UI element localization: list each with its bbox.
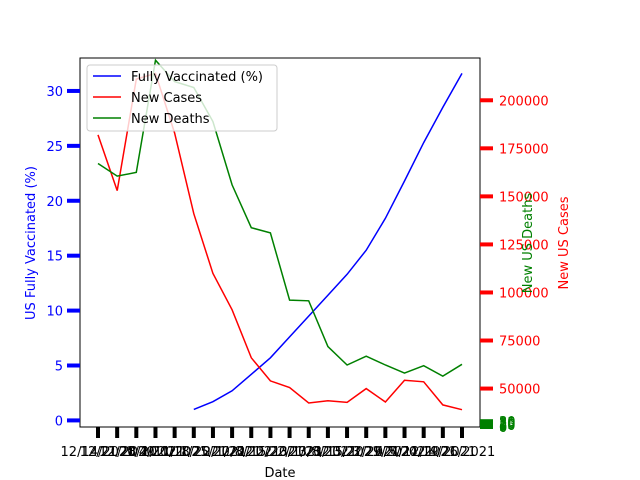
- right-cases-tick-label-3: 125000: [499, 238, 549, 253]
- x-tick-label-6: 1/25/2021: [180, 445, 247, 460]
- left-tick-label-3: 15: [46, 250, 63, 265]
- right-axis-label-deaths: New US Deaths: [521, 193, 536, 294]
- legend-label-1: New Cases: [131, 91, 202, 106]
- right-deaths-tick-label-5: 25: [499, 416, 516, 431]
- left-tick-label-0: 0: [55, 414, 63, 429]
- right-cases-tick-label-4: 150000: [499, 190, 549, 205]
- left-tick-label-1: 5: [55, 360, 63, 375]
- legend-label-2: New Deaths: [131, 112, 210, 127]
- right-deaths-tick-label-2: 10: [499, 419, 516, 434]
- x-tick-label-14: 3/22/2021: [333, 445, 400, 460]
- right-axis-label-cases: New US Cases: [557, 196, 572, 289]
- right-cases-tick-label-6: 200000: [499, 94, 549, 109]
- left-tick-label-6: 30: [46, 85, 63, 100]
- left-tick-label-5: 25: [46, 140, 63, 155]
- x-tick-label-2: 12/28/2020: [99, 445, 174, 460]
- x-tick-label-4: 1/11/2021: [141, 445, 208, 460]
- x-tick-label-3: 1/4/2021: [126, 445, 184, 460]
- right-deaths-tick-label-1: 5: [499, 420, 507, 435]
- right-cases-tick-label-2: 100000: [499, 286, 549, 301]
- series-line-2: [97, 58, 463, 377]
- legend: Fully Vaccinated (%) New Cases New Deaths: [86, 64, 278, 132]
- x-tick-label-10: 2/22/2021: [256, 445, 323, 460]
- right-deaths-tick-label-6: 30: [499, 415, 516, 430]
- x-tick-label-11: 3/1/2021: [280, 445, 338, 460]
- x-tick-label-16: 4/5/2021: [375, 445, 433, 460]
- x-tick-label-17: 4/12/2021: [390, 445, 457, 460]
- left-tick-label-2: 10: [46, 305, 63, 320]
- right-deaths-tick-label-4: 20: [499, 417, 516, 432]
- left-axis-label: US Fully Vaccinated (%): [24, 166, 39, 320]
- axes: 0510152025305000075000100000125000150000…: [46, 57, 549, 460]
- x-tick-label-1: 12/21/2020: [80, 445, 155, 460]
- x-tick-label-12: 3/8/2021: [299, 445, 357, 460]
- right-cases-tick-label-5: 175000: [499, 142, 549, 157]
- x-tick-label-0: 12/14/2020: [61, 445, 136, 460]
- left-tick-label-4: 20: [46, 195, 63, 210]
- series-line-0: [193, 73, 463, 411]
- x-tick-label-5: 1/18/2021: [160, 445, 227, 460]
- right-deaths-tick-label-0: 0: [499, 421, 507, 436]
- legend-box: [86, 64, 278, 132]
- x-tick-label-8: 2/8/2021: [222, 445, 280, 460]
- x-tick-label-13: 3/15/2021: [314, 445, 381, 460]
- right-cases-tick-label-1: 75000: [499, 335, 540, 350]
- right-cases-tick-label-0: 50000: [499, 383, 540, 398]
- x-axis-label: Date: [264, 466, 295, 480]
- x-tick-label-18: 4/19/2021: [410, 445, 477, 460]
- x-tick-label-19: 4/26/2021: [429, 445, 496, 460]
- x-tick-label-9: 2/15/2021: [237, 445, 304, 460]
- x-tick-label-15: 3/29/2021: [352, 445, 419, 460]
- legend-label-0: Fully Vaccinated (%): [131, 70, 263, 85]
- x-tick-label-7: 2/1/2021: [203, 445, 261, 460]
- right-deaths-tick-label-3: 15: [499, 418, 516, 433]
